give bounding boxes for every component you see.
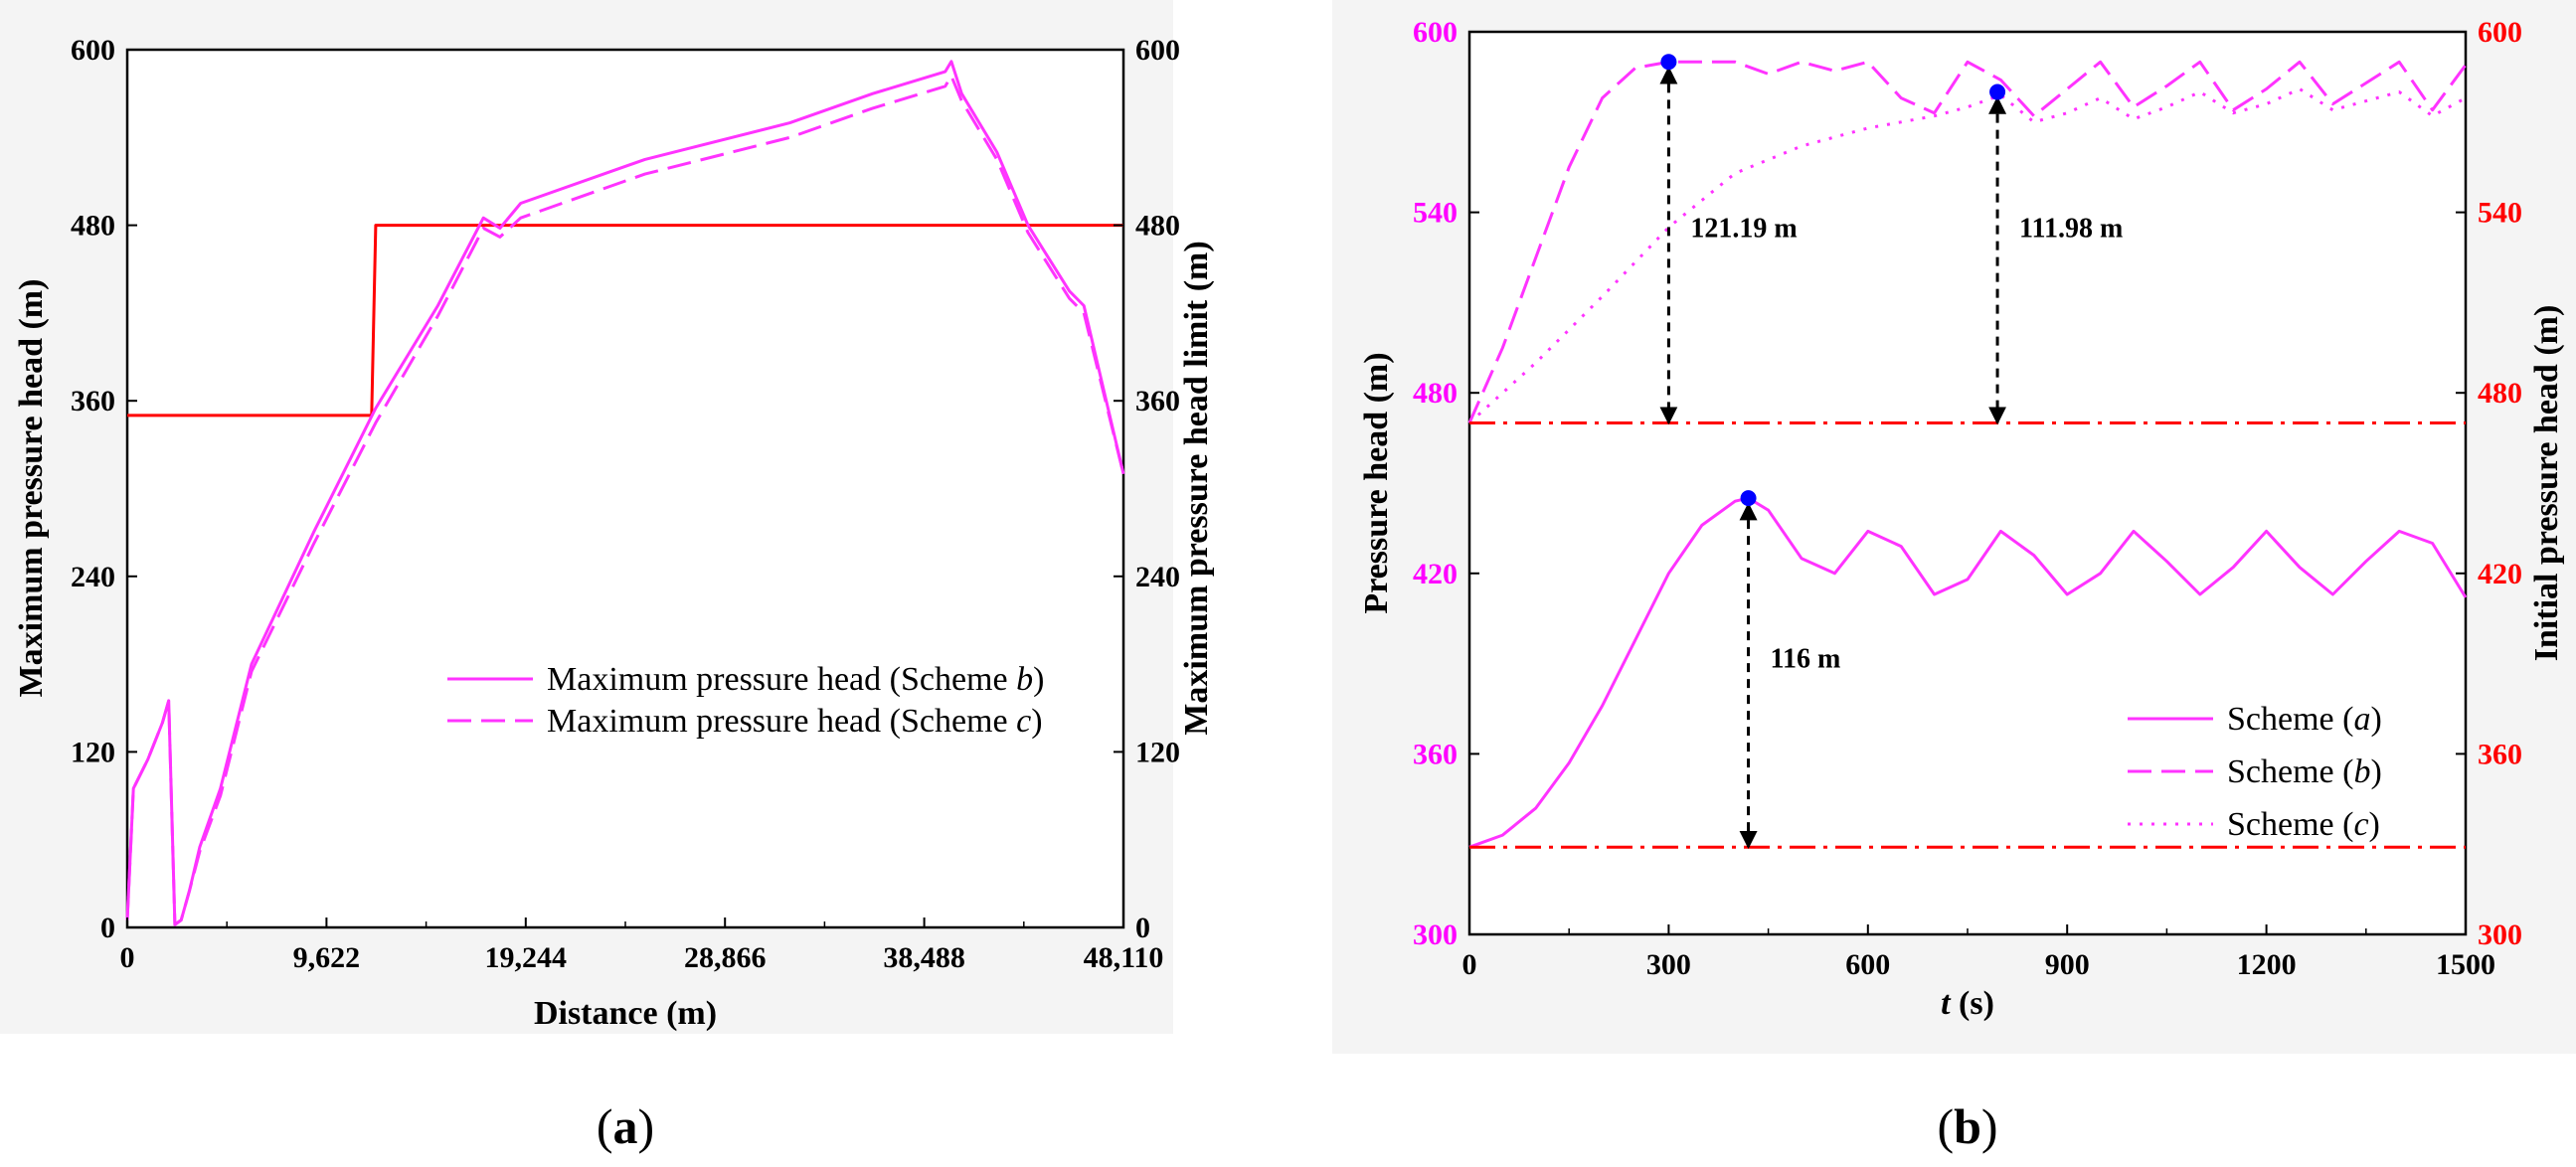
b-legend-entry: Scheme (a) — [2227, 701, 2382, 738]
b-series-line-1 — [1467, 60, 2468, 424]
b-legend-scheme-letter: a — [2353, 701, 2370, 738]
a-xtick-label: 28,866 — [684, 941, 767, 974]
b-peak-marker — [1740, 490, 1757, 507]
a-xtick-label: 19,244 — [485, 941, 568, 974]
b-ytick-label: 480 — [1413, 377, 1458, 410]
chart-b-legend: Scheme (a)Scheme (b)Scheme (c) — [2128, 701, 2382, 843]
a-series-line-0 — [127, 224, 1123, 417]
a-legend-scheme-letter: b — [1016, 661, 1033, 698]
panel-label-b: (b) — [1937, 1098, 1997, 1154]
panel-label-a-open: ( — [597, 1098, 613, 1154]
b-xtick-label: 300 — [1646, 948, 1691, 981]
b-ytick-label: 540 — [1413, 197, 1458, 230]
b-ytick-label-right: 420 — [2478, 558, 2522, 590]
a-ytick-label: 360 — [71, 385, 115, 417]
b-peak-marker — [1989, 83, 2006, 100]
b-ytick-label-right: 360 — [2478, 738, 2522, 770]
a-legend-text-end: ) — [1031, 703, 1042, 740]
a-series-line-2 — [125, 75, 1125, 926]
b-legend-text-end: ) — [2370, 753, 2381, 790]
a-ytick-label-right: 360 — [1135, 385, 1180, 417]
b-ytick-label: 300 — [1413, 918, 1458, 951]
a-legend-scheme-letter: c — [1016, 703, 1031, 740]
a-legend-entry: Maximum pressure head (Scheme c) — [547, 703, 1043, 740]
a-ytick-label: 0 — [100, 912, 115, 944]
b-series-line-0 — [1468, 496, 2468, 849]
panel-label-b-open: ( — [1937, 1098, 1954, 1154]
b-ytick-label-right: 600 — [2478, 16, 2522, 49]
chart-b-ylabel: Pressure head (m) — [1358, 352, 1395, 613]
a-ytick-label-right: 240 — [1135, 561, 1180, 593]
b-legend-text: Scheme ( — [2227, 753, 2353, 790]
b-legend-scheme-letter: b — [2353, 753, 2370, 790]
a-ytick-label-right: 600 — [1135, 34, 1180, 67]
b-legend-text: Scheme ( — [2227, 701, 2353, 738]
chart-a-legend: Maximum pressure head (Scheme b)Maximum … — [447, 661, 1044, 740]
b-ytick-label: 360 — [1413, 738, 1458, 770]
a-ytick-label: 240 — [71, 561, 115, 593]
b-annotation-label: 121.19 m — [1690, 214, 1797, 245]
b-xtick-label: 1200 — [2237, 948, 2297, 981]
b-peak-marker — [1660, 54, 1677, 71]
a-ytick-label: 120 — [71, 736, 115, 768]
b-legend-text-end: ) — [2369, 806, 2380, 843]
b-annotation-label: 111.98 m — [2019, 214, 2123, 245]
chart-b-xlabel-unit: (s) — [1951, 985, 1994, 1022]
a-legend-entry: Maximum pressure head (Scheme b) — [547, 661, 1044, 698]
a-legend-text: Maximum pressure head (Scheme — [547, 703, 1016, 740]
panel-label-a-close: ) — [638, 1098, 655, 1154]
b-legend-entry: Scheme (c) — [2227, 806, 2380, 843]
chart-b-plot-area — [1467, 30, 2468, 936]
a-ytick-label: 480 — [71, 210, 115, 243]
a-legend-text: Maximum pressure head (Scheme — [547, 661, 1016, 698]
panel-label-a: (a) — [597, 1098, 654, 1154]
b-xtick-label: 900 — [2045, 948, 2090, 981]
b-ytick-label: 600 — [1413, 16, 1458, 49]
a-ytick-label-right: 480 — [1135, 210, 1180, 243]
b-ytick-label: 420 — [1413, 558, 1458, 590]
chart-b-xlabel-var: t — [1941, 985, 1952, 1022]
chart-a-xlabel: Distance (m) — [534, 995, 717, 1032]
a-xtick-label: 48,110 — [1084, 941, 1164, 974]
a-xtick-label: 9,622 — [293, 941, 361, 974]
b-ytick-label-right: 480 — [2478, 377, 2522, 410]
chart-a-ylabel: Maximum pressure head (m) — [13, 279, 50, 698]
a-ytick-label: 600 — [71, 34, 115, 67]
panel-label-a-letter: a — [613, 1098, 638, 1154]
a-ytick-label-right: 0 — [1135, 912, 1150, 944]
a-ytick-label-right: 120 — [1135, 736, 1180, 768]
chart-a-ylabel-right: Maximum pressure head limit (m) — [1178, 241, 1215, 735]
b-legend-text-end: ) — [2370, 701, 2381, 738]
b-legend-text: Scheme ( — [2227, 806, 2353, 843]
b-xtick-label: 1500 — [2436, 948, 2495, 981]
a-xtick-label: 0 — [120, 941, 135, 974]
chart-b-ylabel-right: Initial pressure head (m) — [2528, 305, 2565, 662]
b-legend-entry: Scheme (b) — [2227, 753, 2382, 790]
panel-label-b-letter: b — [1954, 1098, 1981, 1154]
a-legend-text-end: ) — [1033, 661, 1044, 698]
b-annotation-label: 116 m — [1771, 644, 1841, 675]
chart-a-plot-area — [125, 48, 1125, 929]
panel-label-b-close: ) — [1981, 1098, 1998, 1154]
a-xtick-label: 38,488 — [883, 941, 965, 974]
b-xtick-label: 0 — [1462, 948, 1477, 981]
b-legend-scheme-letter: c — [2353, 806, 2368, 843]
b-ytick-label-right: 540 — [2478, 197, 2522, 230]
b-xtick-label: 600 — [1845, 948, 1890, 981]
chart-b-xlabel: t (s) — [1941, 985, 1994, 1022]
b-ytick-label-right: 300 — [2478, 918, 2522, 951]
